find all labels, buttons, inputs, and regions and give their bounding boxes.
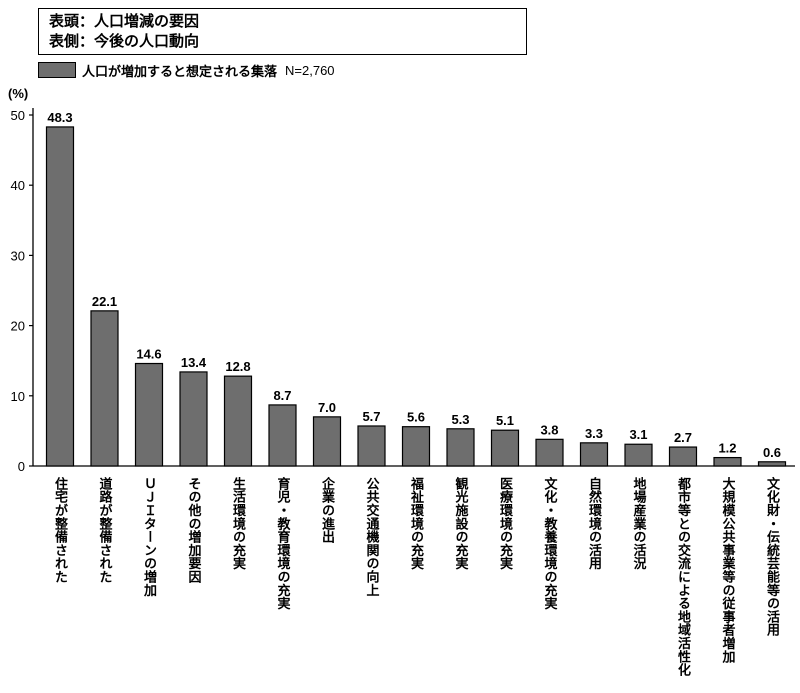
bar bbox=[579, 442, 609, 467]
y-tick-label: 50 bbox=[11, 108, 25, 123]
category-label: 文化財・伝統芸能等の活用 bbox=[765, 477, 780, 637]
bar-value-label: 48.3 bbox=[47, 110, 72, 125]
bar-value-label: 5.7 bbox=[362, 409, 380, 424]
category-label: 文化・教養環境の充実 bbox=[542, 477, 558, 610]
bar-value-label: 5.3 bbox=[451, 412, 469, 427]
bar-value-label: 22.1 bbox=[92, 294, 117, 309]
bar bbox=[179, 371, 208, 467]
bar-value-label: 7.0 bbox=[318, 400, 336, 415]
bar bbox=[757, 461, 787, 467]
category-label: 道路が整備された bbox=[97, 477, 113, 584]
bar-value-label: 3.8 bbox=[540, 422, 558, 437]
bar-value-label: 1.2 bbox=[718, 441, 736, 456]
bar-value-label: 2.7 bbox=[674, 430, 692, 445]
category-label: その他の増加要因 bbox=[186, 477, 202, 584]
legend: 人口が増加すると想定される集落 N=2,760 bbox=[38, 61, 335, 79]
category-label: 住宅が整備された bbox=[53, 477, 68, 584]
header-column-label: 表側：今後の人口動向 bbox=[49, 33, 200, 50]
legend-swatch bbox=[38, 62, 76, 78]
y-tick-label: 20 bbox=[11, 319, 25, 334]
category-label: 観光施設の充実 bbox=[453, 477, 469, 571]
bar-value-label: 13.4 bbox=[181, 355, 207, 370]
bar bbox=[490, 429, 520, 467]
bar bbox=[401, 426, 431, 467]
bar bbox=[223, 375, 253, 467]
bar bbox=[268, 404, 297, 467]
category-label: 生活環境の充実 bbox=[231, 477, 246, 571]
bar bbox=[713, 456, 742, 467]
category-label: 公共交通機関の向上 bbox=[364, 477, 380, 597]
category-label: 都市等との交流による地域活性化 bbox=[676, 477, 691, 677]
category-label: 地場産業の活況 bbox=[631, 477, 647, 571]
bar bbox=[446, 428, 475, 467]
category-label: 福祉環境の充実 bbox=[409, 477, 424, 571]
bar-value-label: 5.6 bbox=[407, 410, 425, 425]
category-label: 企業の進出 bbox=[320, 477, 335, 544]
header-box: 表頭：人口増減の要因 表側：今後の人口動向 bbox=[38, 8, 527, 55]
bar-value-label: 5.1 bbox=[496, 413, 514, 428]
bar bbox=[668, 446, 698, 467]
y-axis-label: (%) bbox=[8, 86, 28, 101]
y-tick-label: 40 bbox=[11, 178, 25, 193]
bar bbox=[535, 438, 564, 467]
category-label: 育児・教育環境の充実 bbox=[275, 477, 291, 610]
category-label: 医療環境の充実 bbox=[498, 477, 513, 571]
bar-value-label: 3.3 bbox=[585, 426, 603, 441]
bar bbox=[312, 416, 342, 467]
bar-value-label: 8.7 bbox=[273, 388, 291, 403]
bar-value-label: 14.6 bbox=[136, 347, 161, 362]
header-row-label: 表頭：人口増減の要因 bbox=[49, 13, 200, 30]
y-tick-label: 30 bbox=[11, 248, 25, 263]
y-tick-label: 0 bbox=[18, 459, 25, 474]
bar bbox=[134, 362, 164, 467]
category-label: ＵＪＩターンの増加 bbox=[142, 477, 157, 597]
bar bbox=[357, 425, 386, 467]
category-label: 自然環境の活用 bbox=[587, 477, 602, 571]
bar bbox=[90, 310, 119, 467]
y-tick-label: 10 bbox=[11, 389, 25, 404]
bar bbox=[624, 443, 653, 467]
bar-value-label: 12.8 bbox=[225, 359, 250, 374]
legend-label: 人口が増加すると想定される集落 bbox=[82, 63, 278, 79]
bar bbox=[45, 126, 75, 467]
bar-value-label: 0.6 bbox=[763, 445, 781, 460]
bar-value-label: 3.1 bbox=[629, 427, 647, 442]
category-label: 大規模公共事業等の従事者増加 bbox=[720, 477, 736, 664]
legend-sample-size: N=2,760 bbox=[285, 62, 335, 78]
